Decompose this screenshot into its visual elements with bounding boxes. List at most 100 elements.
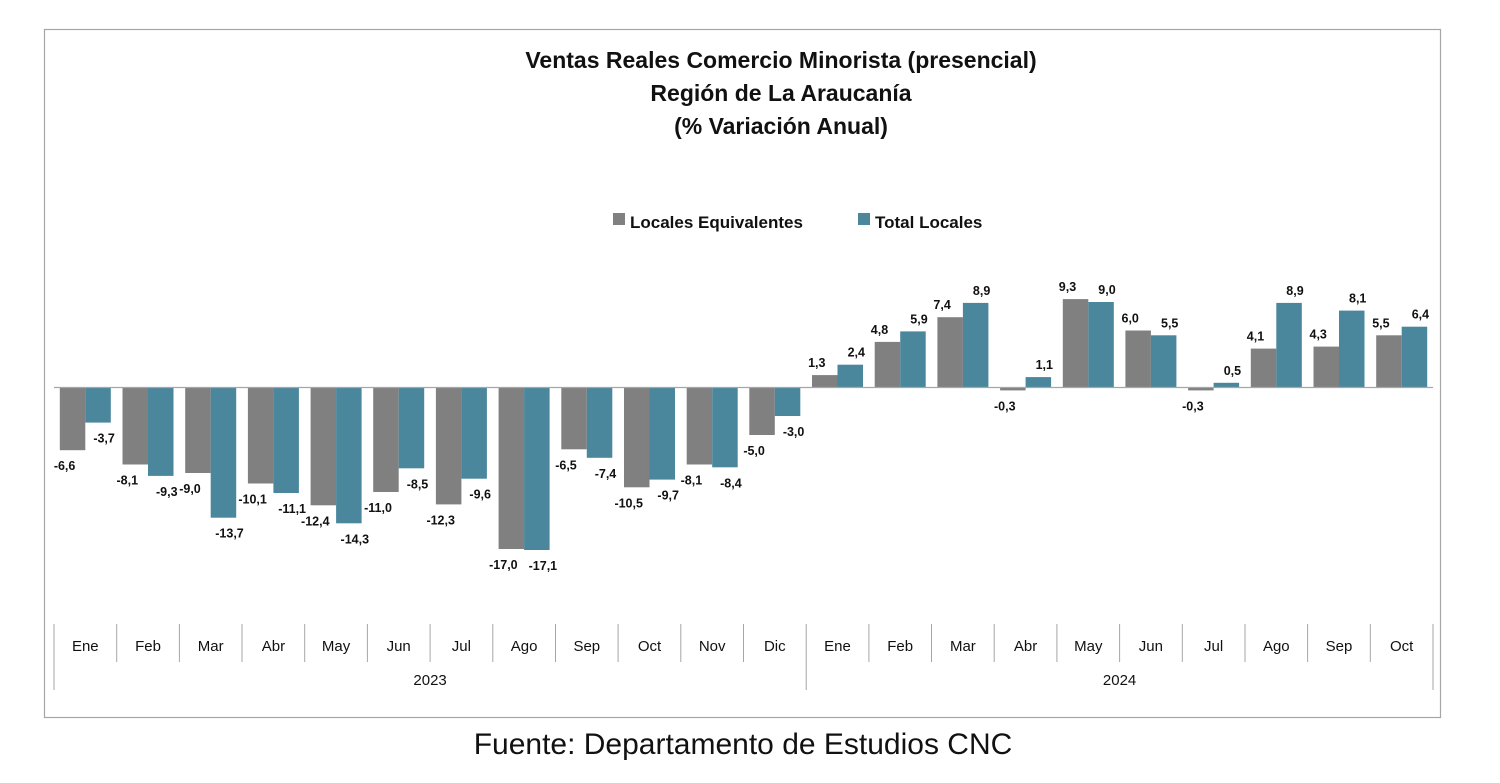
bar-locales-equivalentes-6: [373, 387, 399, 492]
data-label-total-locales-3: -13,7: [215, 527, 244, 541]
data-label-total-locales-18: 5,5: [1161, 316, 1178, 330]
data-label-total-locales-8: -17,1: [529, 559, 558, 573]
bar-total-locales-19: [1213, 382, 1240, 388]
x-tick-label-18: Jun: [1139, 638, 1163, 655]
bar-total-locales-2: [148, 387, 174, 476]
bar-locales-equivalentes-21: [1313, 346, 1339, 388]
x-tick-label-11: Nov: [699, 638, 726, 655]
data-label-total-locales-16: 1,1: [1036, 358, 1053, 372]
bar-locales-equivalentes-1: [59, 387, 86, 451]
legend-label-total-locales: Total Locales: [875, 213, 982, 232]
bar-total-locales-7: [461, 387, 487, 479]
bar-locales-equivalentes-17: [1062, 299, 1089, 388]
bar-total-locales-4: [273, 387, 299, 493]
bar-locales-equivalentes-13: [812, 375, 838, 388]
bar-total-locales-10: [649, 387, 675, 480]
legend: Locales Equivalentes Total Locales: [613, 213, 982, 232]
data-label-total-locales-15: 8,9: [973, 284, 990, 298]
data-label-total-locales-7: -9,6: [469, 488, 491, 502]
data-label-locales-equivalentes-17: 9,3: [1059, 280, 1076, 294]
bar-locales-equivalentes-10: [624, 387, 650, 488]
data-label-locales-equivalentes-1: -6,6: [54, 459, 76, 473]
bar-total-locales-21: [1339, 310, 1365, 388]
bar-total-locales-5: [336, 387, 362, 524]
bar-locales-equivalentes-2: [122, 387, 148, 465]
data-label-locales-equivalentes-13: 1,3: [808, 356, 825, 370]
data-label-total-locales-9: -7,4: [595, 467, 617, 481]
bar-total-locales-6: [398, 387, 425, 469]
x-tick-label-4: Abr: [262, 638, 285, 655]
bar-total-locales-11: [712, 387, 738, 468]
data-label-locales-equivalentes-19: -0,3: [1182, 399, 1204, 413]
bar-locales-equivalentes-8: [498, 387, 525, 549]
bar-locales-equivalentes-7: [435, 387, 462, 505]
year-group-label-2023: 2023: [413, 672, 446, 689]
data-label-total-locales-17: 9,0: [1098, 283, 1115, 297]
x-tick-label-22: Oct: [1390, 638, 1414, 655]
x-tick-label-20: Ago: [1263, 638, 1290, 655]
chart-title-line-2: Región de La Araucanía: [650, 80, 911, 106]
bar-total-locales-16: [1025, 377, 1052, 388]
bar-locales-equivalentes-9: [561, 387, 587, 450]
bar-locales-equivalentes-12: [749, 387, 775, 435]
bar-locales-equivalentes-22: [1376, 335, 1402, 388]
data-label-total-locales-1: -3,7: [93, 432, 115, 446]
year-group-label-2024: 2024: [1103, 672, 1136, 689]
bar-total-locales-18: [1150, 335, 1177, 388]
plot-area: -6,6 -8,1 -9,0 -10,1 -12,4 -11,0 -12,3 -17,0 -6,…: [53, 280, 1434, 690]
data-label-total-locales-2: -9,3: [156, 485, 178, 499]
x-tick-label-6: Jun: [387, 638, 411, 655]
x-tick-label-3: Mar: [198, 638, 224, 655]
data-label-locales-equivalentes-18: 6,0: [1122, 312, 1139, 326]
data-label-locales-equivalentes-10: -10,5: [614, 496, 643, 510]
bar-locales-equivalentes-11: [686, 387, 713, 465]
data-label-total-locales-12: -3,0: [783, 425, 805, 439]
x-tick-label-19: Jul: [1204, 638, 1223, 655]
data-label-total-locales-21: 8,1: [1349, 292, 1366, 306]
data-label-locales-equivalentes-16: -0,3: [994, 399, 1016, 413]
bar-locales-equivalentes-19: [1188, 387, 1214, 391]
data-label-total-locales-14: 5,9: [910, 312, 927, 326]
x-tick-label-2: Feb: [135, 638, 161, 655]
data-label-total-locales-22: 6,4: [1412, 308, 1429, 322]
chart-title-line-3: (% Variación Anual): [674, 113, 888, 139]
bar-total-locales-1: [85, 387, 111, 423]
bar-total-locales-3: [210, 387, 237, 518]
x-tick-label-8: Ago: [511, 638, 538, 655]
data-label-total-locales-4: -11,1: [278, 502, 306, 516]
data-label-locales-equivalentes-6: -11,0: [364, 501, 392, 515]
data-label-total-locales-6: -8,5: [407, 477, 429, 491]
data-label-locales-equivalentes-14: 4,8: [871, 323, 888, 337]
chart-title-line-1: Ventas Reales Comercio Minorista (presen…: [525, 47, 1036, 73]
data-label-locales-equivalentes-21: 4,3: [1310, 328, 1327, 342]
x-tick-label-14: Feb: [887, 638, 913, 655]
bar-locales-equivalentes-15: [937, 317, 963, 388]
data-label-total-locales-5: -14,3: [341, 532, 370, 546]
data-label-locales-equivalentes-5: -12,4: [301, 514, 330, 528]
source-note: Fuente: Departamento de Estudios CNC: [474, 728, 1013, 761]
bar-total-locales-12: [774, 387, 801, 416]
data-label-total-locales-20: 8,9: [1286, 284, 1303, 298]
x-tick-label-9: Sep: [573, 638, 600, 655]
bar-locales-equivalentes-16: [1000, 387, 1026, 391]
bar-locales-equivalentes-20: [1250, 348, 1277, 388]
x-tick-label-15: Mar: [950, 638, 976, 655]
bar-total-locales-20: [1276, 302, 1302, 388]
x-tick-label-5: May: [322, 638, 351, 655]
data-label-locales-equivalentes-2: -8,1: [117, 473, 139, 487]
data-label-locales-equivalentes-11: -8,1: [681, 473, 703, 487]
bar-total-locales-13: [837, 364, 863, 388]
bar-total-locales-8: [524, 387, 550, 550]
data-label-locales-equivalentes-8: -17,0: [489, 558, 518, 572]
data-label-total-locales-10: -9,7: [657, 489, 679, 503]
x-tick-label-13: Ene: [824, 638, 851, 655]
x-tick-label-12: Dic: [764, 638, 786, 655]
x-tick-label-10: Oct: [638, 638, 662, 655]
x-tick-label-17: May: [1074, 638, 1103, 655]
x-tick-label-1: Ene: [72, 638, 99, 655]
data-label-locales-equivalentes-4: -10,1: [238, 492, 267, 506]
data-label-total-locales-13: 2,4: [848, 346, 865, 360]
data-label-total-locales-11: -8,4: [720, 476, 742, 490]
bar-total-locales-17: [1088, 302, 1114, 388]
